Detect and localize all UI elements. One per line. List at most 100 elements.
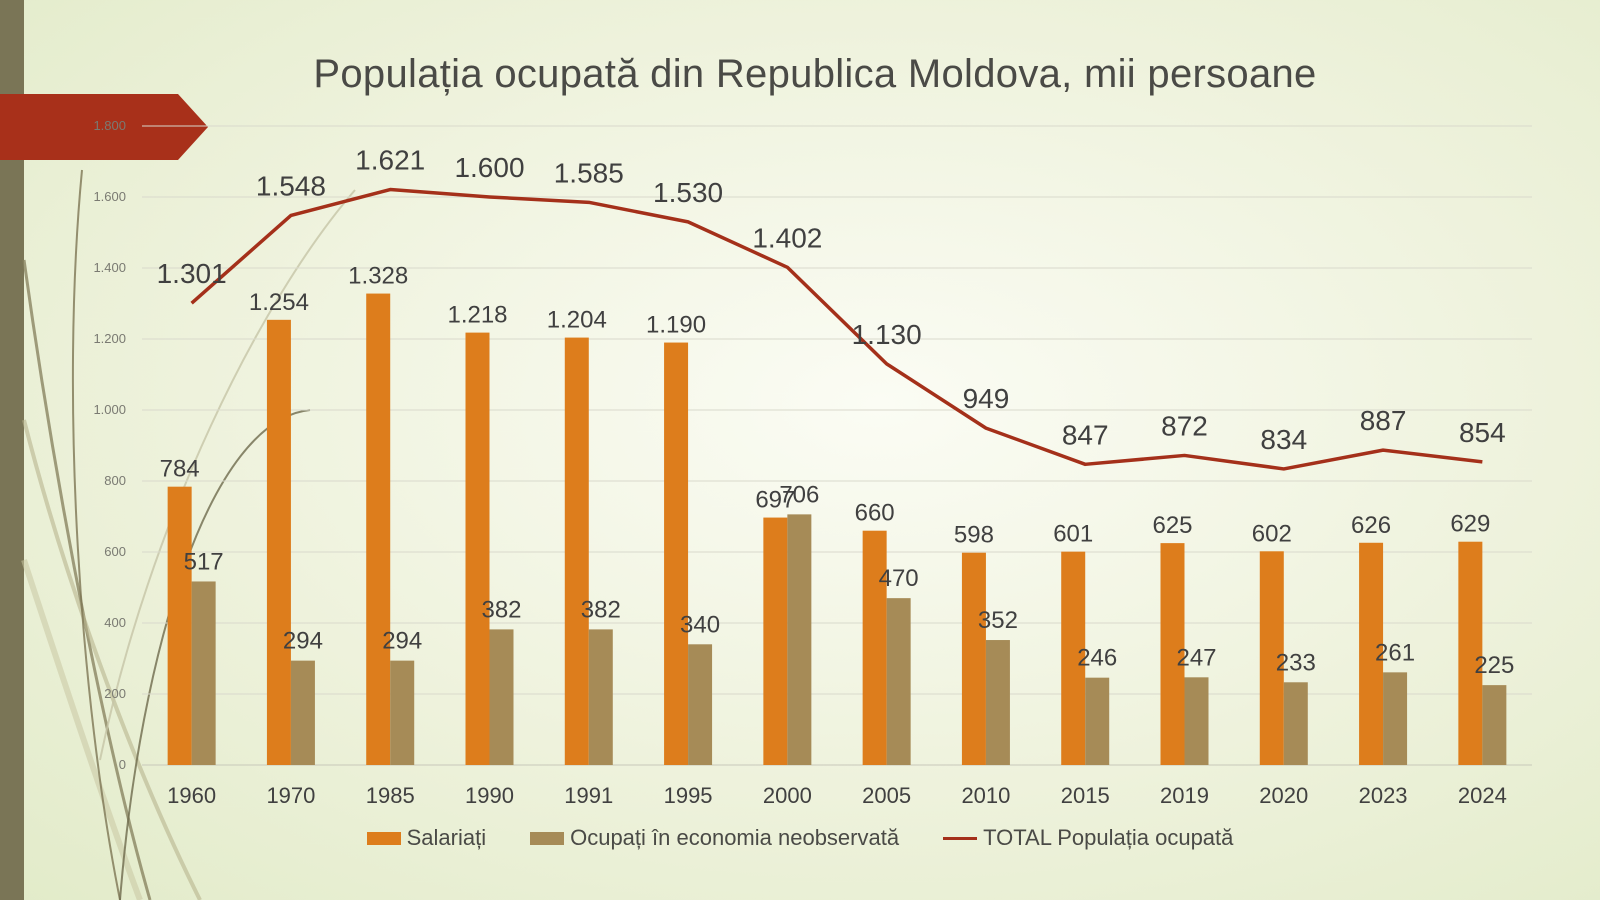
data-label-salariati: 1.204 [547,307,607,334]
chart-title: Populația ocupată din Republica Moldova,… [313,52,1317,96]
data-label-salariati: 629 [1450,511,1490,538]
y-tick-label: 1.200 [93,331,126,346]
bar-salariati [167,486,192,765]
bar-salariati [266,319,291,765]
bar-salariati [763,517,788,765]
x-tick-label: 2023 [1359,783,1408,808]
chart-legend: Salariați Ocupați în economia neobservat… [0,825,1600,851]
data-label-total: 1.585 [554,157,624,188]
bar-neobservata [1383,672,1408,765]
data-label-total: 949 [963,383,1010,414]
data-label-neobservata: 247 [1176,644,1216,671]
bar-neobservata [688,644,713,765]
y-tick-label: 0 [119,757,126,772]
data-label-total: 1.530 [653,177,723,208]
legend-swatch-salariati [366,831,401,845]
data-label-salariati: 601 [1053,521,1093,548]
data-label-salariati: 626 [1351,512,1391,539]
data-label-salariati: 1.190 [646,312,706,339]
legend-label-salariati: Salariați [406,825,487,850]
data-label-total: 1.402 [752,222,822,253]
data-label-neobservata: 246 [1077,645,1117,672]
data-label-salariati: 697 [755,487,795,514]
data-label-salariati: 784 [160,456,200,483]
x-tick-label: 1990 [465,783,514,808]
bar-neobservata [1184,677,1209,765]
y-tick-label: 1.800 [93,118,126,133]
data-label-total: 834 [1260,424,1307,455]
x-tick-label: 1991 [564,783,613,808]
data-label-salariati: 598 [954,522,994,549]
data-label-salariati: 1.328 [348,263,408,290]
data-label-neobservata: 225 [1474,652,1514,679]
y-tick-label: 600 [104,544,126,559]
y-tick-label: 200 [104,686,126,701]
bar-salariati [564,337,589,765]
y-tick-label: 400 [104,615,126,630]
bar-neobservata [787,514,812,765]
data-label-neobservata: 340 [680,611,720,638]
bar-neobservata [588,629,613,765]
legend-item-total: TOTAL Populația ocupată [943,825,1233,851]
data-label-total: 1.130 [852,319,922,350]
data-label-salariati: 1.254 [249,289,309,316]
bar-neobservata [1482,685,1507,765]
x-tick-label: 2024 [1458,783,1507,808]
data-label-neobservata: 706 [779,481,819,508]
legend-label-neobservata: Ocupați în economia neobservată [570,825,900,850]
bar-neobservata [886,598,911,765]
data-label-total: 1.548 [256,170,326,201]
bar-salariati [465,332,490,765]
data-label-salariati: 602 [1252,520,1292,547]
data-label-neobservata: 294 [283,628,323,655]
line-total [190,187,1483,471]
bar-salariati [1259,551,1284,765]
bar-neobservata [390,660,415,765]
data-label-total: 1.301 [157,258,227,289]
y-tick-label: 1.000 [93,402,126,417]
x-tick-label: 2020 [1259,783,1308,808]
bar-neobservata [1283,682,1308,765]
y-tick-label: 1.400 [93,260,126,275]
data-label-total: 887 [1360,405,1407,436]
bar-neobservata [290,660,315,765]
bar-salariati [1359,542,1384,765]
bar-neobservata [191,581,216,765]
bar-salariati [366,293,391,765]
data-label-neobservata: 352 [978,607,1018,634]
bar-salariati [961,552,986,765]
data-label-neobservata: 294 [382,628,422,655]
y-tick-label: 1.600 [93,189,126,204]
bar-neobservata [985,640,1010,765]
bar-salariati [1160,543,1185,765]
decorative-swoosh [21,169,356,900]
bar-salariati [664,342,689,765]
x-tick-label: 2015 [1061,783,1110,808]
data-label-neobservata: 382 [481,596,521,623]
y-tick-label: 800 [104,473,126,488]
x-tick-label: 1985 [366,783,415,808]
data-label-total: 872 [1161,410,1208,441]
x-tick-label: 2005 [862,783,911,808]
x-tick-label: 2000 [763,783,812,808]
bar-salariati [1458,541,1483,765]
data-label-total: 854 [1459,417,1506,448]
data-label-neobservata: 382 [581,596,621,623]
data-label-neobservata: 470 [879,565,919,592]
x-tick-label: 1995 [664,783,713,808]
legend-item-neobservata: Ocupați în economia neobservată [530,825,899,851]
legend-item-salariati: Salariați [366,825,487,851]
x-tick-label: 1960 [167,783,216,808]
bar-neobservata [1085,677,1110,765]
red-title-tab [0,94,208,160]
data-label-neobservata: 261 [1375,639,1415,666]
x-tick-label: 2010 [961,783,1010,808]
data-label-total: 847 [1062,419,1109,450]
x-tick-label: 1970 [266,783,315,808]
data-label-neobservata: 517 [184,548,224,575]
bar-neobservata [489,629,514,765]
legend-swatch-neobservata [530,831,565,845]
data-label-total: 1.600 [454,152,524,183]
data-label-salariati: 660 [855,500,895,527]
